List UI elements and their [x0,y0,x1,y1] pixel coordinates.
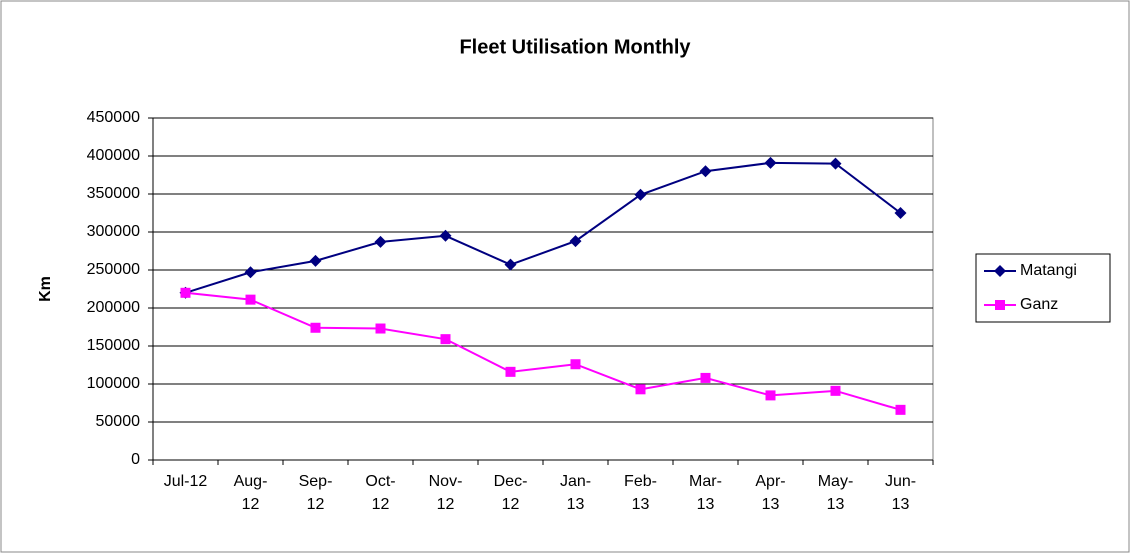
x-tick-label: Jul-12 [164,473,208,490]
x-tick-label: Jun-13 [885,473,916,513]
legend-label: Ganz [1020,296,1058,313]
y-tick-label: 250000 [87,261,140,278]
y-tick-label: 350000 [87,185,140,202]
y-tick-label: 450000 [87,109,140,126]
data-point [375,323,386,334]
data-point [829,157,842,170]
data-point [505,366,516,377]
x-tick-label: Jan-13 [560,473,591,513]
x-tick-label: Apr-13 [755,473,785,513]
y-tick-label: 400000 [87,147,140,164]
x-tick-label: Mar-13 [689,473,722,513]
y-tick-label: 200000 [87,299,140,316]
chart-title: Fleet Utilisation Monthly [459,36,691,58]
x-tick-label: May-13 [818,473,854,513]
y-tick-label: 50000 [96,413,141,430]
data-point [180,287,191,298]
data-point [374,235,387,248]
data-point [245,294,256,305]
data-point [699,165,712,178]
legend-label: Matangi [1020,262,1077,279]
data-point [310,322,321,333]
data-point [764,156,777,169]
legend-marker [995,300,1005,310]
data-point [765,390,776,401]
y-axis-label: Km [37,276,54,302]
series-line [185,161,902,294]
x-tick-label: Feb-13 [624,473,657,513]
data-point [569,235,582,248]
data-point [504,258,517,271]
data-point [895,404,906,415]
data-point [700,372,711,383]
data-point [830,385,841,396]
legend-box [975,253,1111,323]
x-tick-label: Sep-12 [299,473,333,513]
y-tick-label: 150000 [87,337,140,354]
data-point [309,254,322,267]
legend-marker [994,265,1006,277]
x-tick-label: Aug-12 [234,473,268,513]
x-tick-label: Oct-12 [365,473,395,513]
data-point [244,266,257,279]
data-point [635,384,646,395]
x-tick-label: Nov-12 [429,473,463,513]
y-tick-label: 100000 [87,375,140,392]
plot-area [152,117,934,461]
data-point [894,207,907,219]
data-point [570,359,581,370]
y-tick-label: 0 [131,451,140,468]
x-tick-label: Dec-12 [494,473,528,513]
series-line [185,291,901,411]
y-tick-label: 300000 [87,223,140,240]
data-point [634,188,647,201]
data-point [440,334,451,345]
data-point [439,229,452,242]
